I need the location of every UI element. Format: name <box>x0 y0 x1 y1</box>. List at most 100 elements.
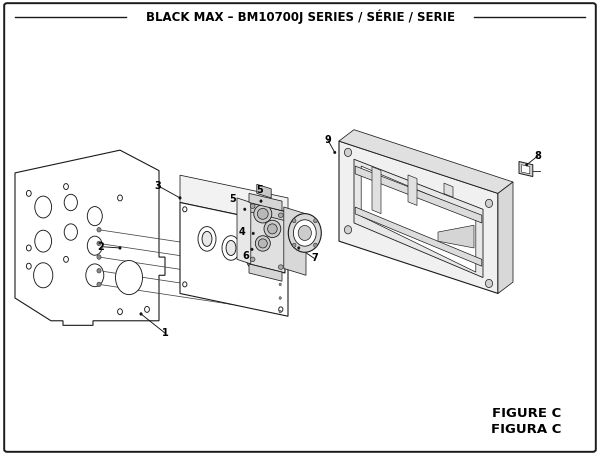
Ellipse shape <box>64 194 77 211</box>
Ellipse shape <box>268 224 277 234</box>
Polygon shape <box>249 202 285 221</box>
Ellipse shape <box>97 228 101 232</box>
Polygon shape <box>498 182 513 293</box>
Ellipse shape <box>115 260 143 295</box>
Ellipse shape <box>179 197 181 199</box>
Text: FIGURE C: FIGURE C <box>492 407 561 420</box>
Ellipse shape <box>485 199 493 207</box>
Polygon shape <box>372 167 381 214</box>
FancyBboxPatch shape <box>4 3 596 452</box>
Ellipse shape <box>278 265 283 269</box>
Polygon shape <box>519 162 533 177</box>
Ellipse shape <box>244 208 246 211</box>
Ellipse shape <box>26 191 31 197</box>
Ellipse shape <box>279 310 281 313</box>
Text: 2: 2 <box>97 242 104 252</box>
Ellipse shape <box>183 282 187 287</box>
Ellipse shape <box>314 243 317 247</box>
Ellipse shape <box>246 245 264 269</box>
Polygon shape <box>249 264 282 281</box>
Polygon shape <box>339 141 498 293</box>
Ellipse shape <box>250 204 255 208</box>
Polygon shape <box>361 166 476 272</box>
Ellipse shape <box>97 268 101 273</box>
Ellipse shape <box>26 245 31 251</box>
Ellipse shape <box>279 269 281 272</box>
Ellipse shape <box>119 247 121 249</box>
Ellipse shape <box>292 243 296 247</box>
Ellipse shape <box>314 219 317 223</box>
Polygon shape <box>444 183 453 197</box>
Ellipse shape <box>256 236 271 251</box>
Text: 5: 5 <box>256 185 263 195</box>
Ellipse shape <box>118 308 122 315</box>
Ellipse shape <box>278 229 283 235</box>
Ellipse shape <box>279 297 281 299</box>
Ellipse shape <box>97 241 101 246</box>
Ellipse shape <box>257 208 268 219</box>
Ellipse shape <box>289 214 322 252</box>
Ellipse shape <box>260 200 262 202</box>
Ellipse shape <box>485 279 493 288</box>
Text: 8: 8 <box>535 151 542 161</box>
Ellipse shape <box>64 224 77 240</box>
Text: 9: 9 <box>324 135 331 145</box>
Ellipse shape <box>279 256 281 258</box>
Text: 1: 1 <box>161 328 169 338</box>
Ellipse shape <box>278 307 283 312</box>
Text: 5: 5 <box>229 194 236 204</box>
Ellipse shape <box>298 226 311 240</box>
Text: 7: 7 <box>311 253 318 263</box>
Ellipse shape <box>145 307 149 313</box>
Polygon shape <box>180 175 288 225</box>
Ellipse shape <box>279 283 281 286</box>
Ellipse shape <box>251 248 253 251</box>
Polygon shape <box>249 202 285 273</box>
Ellipse shape <box>344 148 352 157</box>
Ellipse shape <box>35 196 52 218</box>
Text: FIGURA C: FIGURA C <box>491 424 561 436</box>
Ellipse shape <box>183 207 187 212</box>
Ellipse shape <box>64 184 68 189</box>
Polygon shape <box>408 175 417 206</box>
Polygon shape <box>15 150 165 325</box>
Ellipse shape <box>226 240 236 256</box>
Ellipse shape <box>86 264 104 287</box>
Text: BLACK MAX – BM10700J SERIES / SÉRIE / SERIE: BLACK MAX – BM10700J SERIES / SÉRIE / SE… <box>146 10 455 24</box>
Ellipse shape <box>278 213 283 217</box>
Text: 4: 4 <box>238 227 245 237</box>
Ellipse shape <box>259 239 268 248</box>
Ellipse shape <box>34 263 53 288</box>
Ellipse shape <box>334 151 336 154</box>
Ellipse shape <box>88 236 102 255</box>
Ellipse shape <box>202 231 212 247</box>
Text: 3: 3 <box>154 181 161 191</box>
Polygon shape <box>249 193 282 211</box>
Ellipse shape <box>250 249 260 264</box>
Ellipse shape <box>250 257 255 262</box>
Polygon shape <box>257 184 271 198</box>
Ellipse shape <box>97 255 101 259</box>
Polygon shape <box>355 207 482 266</box>
Ellipse shape <box>26 263 31 269</box>
Polygon shape <box>339 130 513 193</box>
Text: 6: 6 <box>242 251 249 261</box>
Polygon shape <box>284 207 306 275</box>
Polygon shape <box>355 166 482 223</box>
Ellipse shape <box>292 219 296 223</box>
Polygon shape <box>354 159 483 278</box>
Polygon shape <box>237 198 251 264</box>
Ellipse shape <box>118 195 122 201</box>
Polygon shape <box>438 225 474 248</box>
Polygon shape <box>180 202 288 316</box>
Ellipse shape <box>293 220 316 246</box>
Ellipse shape <box>298 247 300 249</box>
Ellipse shape <box>222 236 240 260</box>
Ellipse shape <box>264 220 281 238</box>
Ellipse shape <box>35 230 52 252</box>
Ellipse shape <box>140 313 142 315</box>
Polygon shape <box>521 165 530 174</box>
Ellipse shape <box>198 227 216 251</box>
Ellipse shape <box>252 232 254 235</box>
Ellipse shape <box>88 207 102 226</box>
